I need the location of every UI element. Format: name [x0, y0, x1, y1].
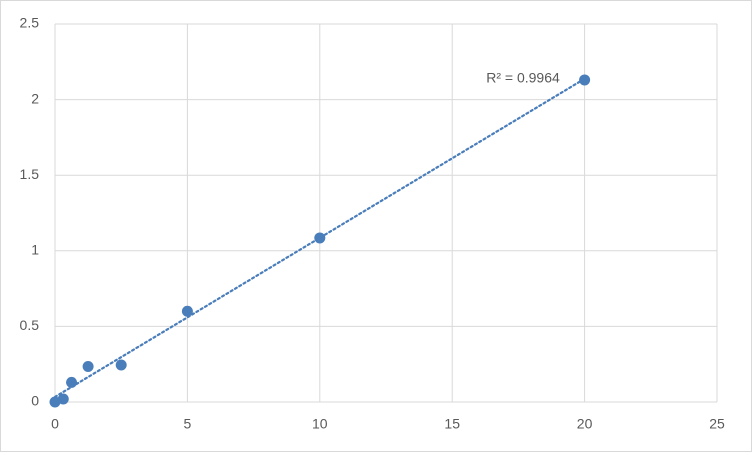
data-point — [579, 74, 591, 86]
r-squared-annotation: R² = 0.9964 — [486, 70, 560, 86]
y-tick-label: 1.5 — [20, 166, 40, 182]
x-tick-label: 20 — [577, 416, 593, 432]
x-tick-label: 5 — [184, 416, 192, 432]
data-point — [57, 393, 69, 405]
x-tick-label: 15 — [444, 416, 460, 432]
data-point — [115, 359, 127, 371]
y-tick-label: 2 — [31, 90, 39, 106]
y-tick-label: 0.5 — [20, 317, 40, 333]
x-tick-label: 10 — [312, 416, 328, 432]
data-point — [49, 396, 61, 408]
x-tick-label: 0 — [51, 416, 59, 432]
data-point — [66, 376, 78, 388]
data-point — [314, 232, 326, 244]
y-tick-label: 1 — [31, 242, 39, 258]
y-tick-label: 0 — [31, 393, 39, 409]
y-tick-label: 2.5 — [20, 15, 40, 31]
data-point — [82, 360, 94, 372]
x-tick-label: 25 — [709, 416, 725, 432]
data-point — [181, 305, 193, 317]
